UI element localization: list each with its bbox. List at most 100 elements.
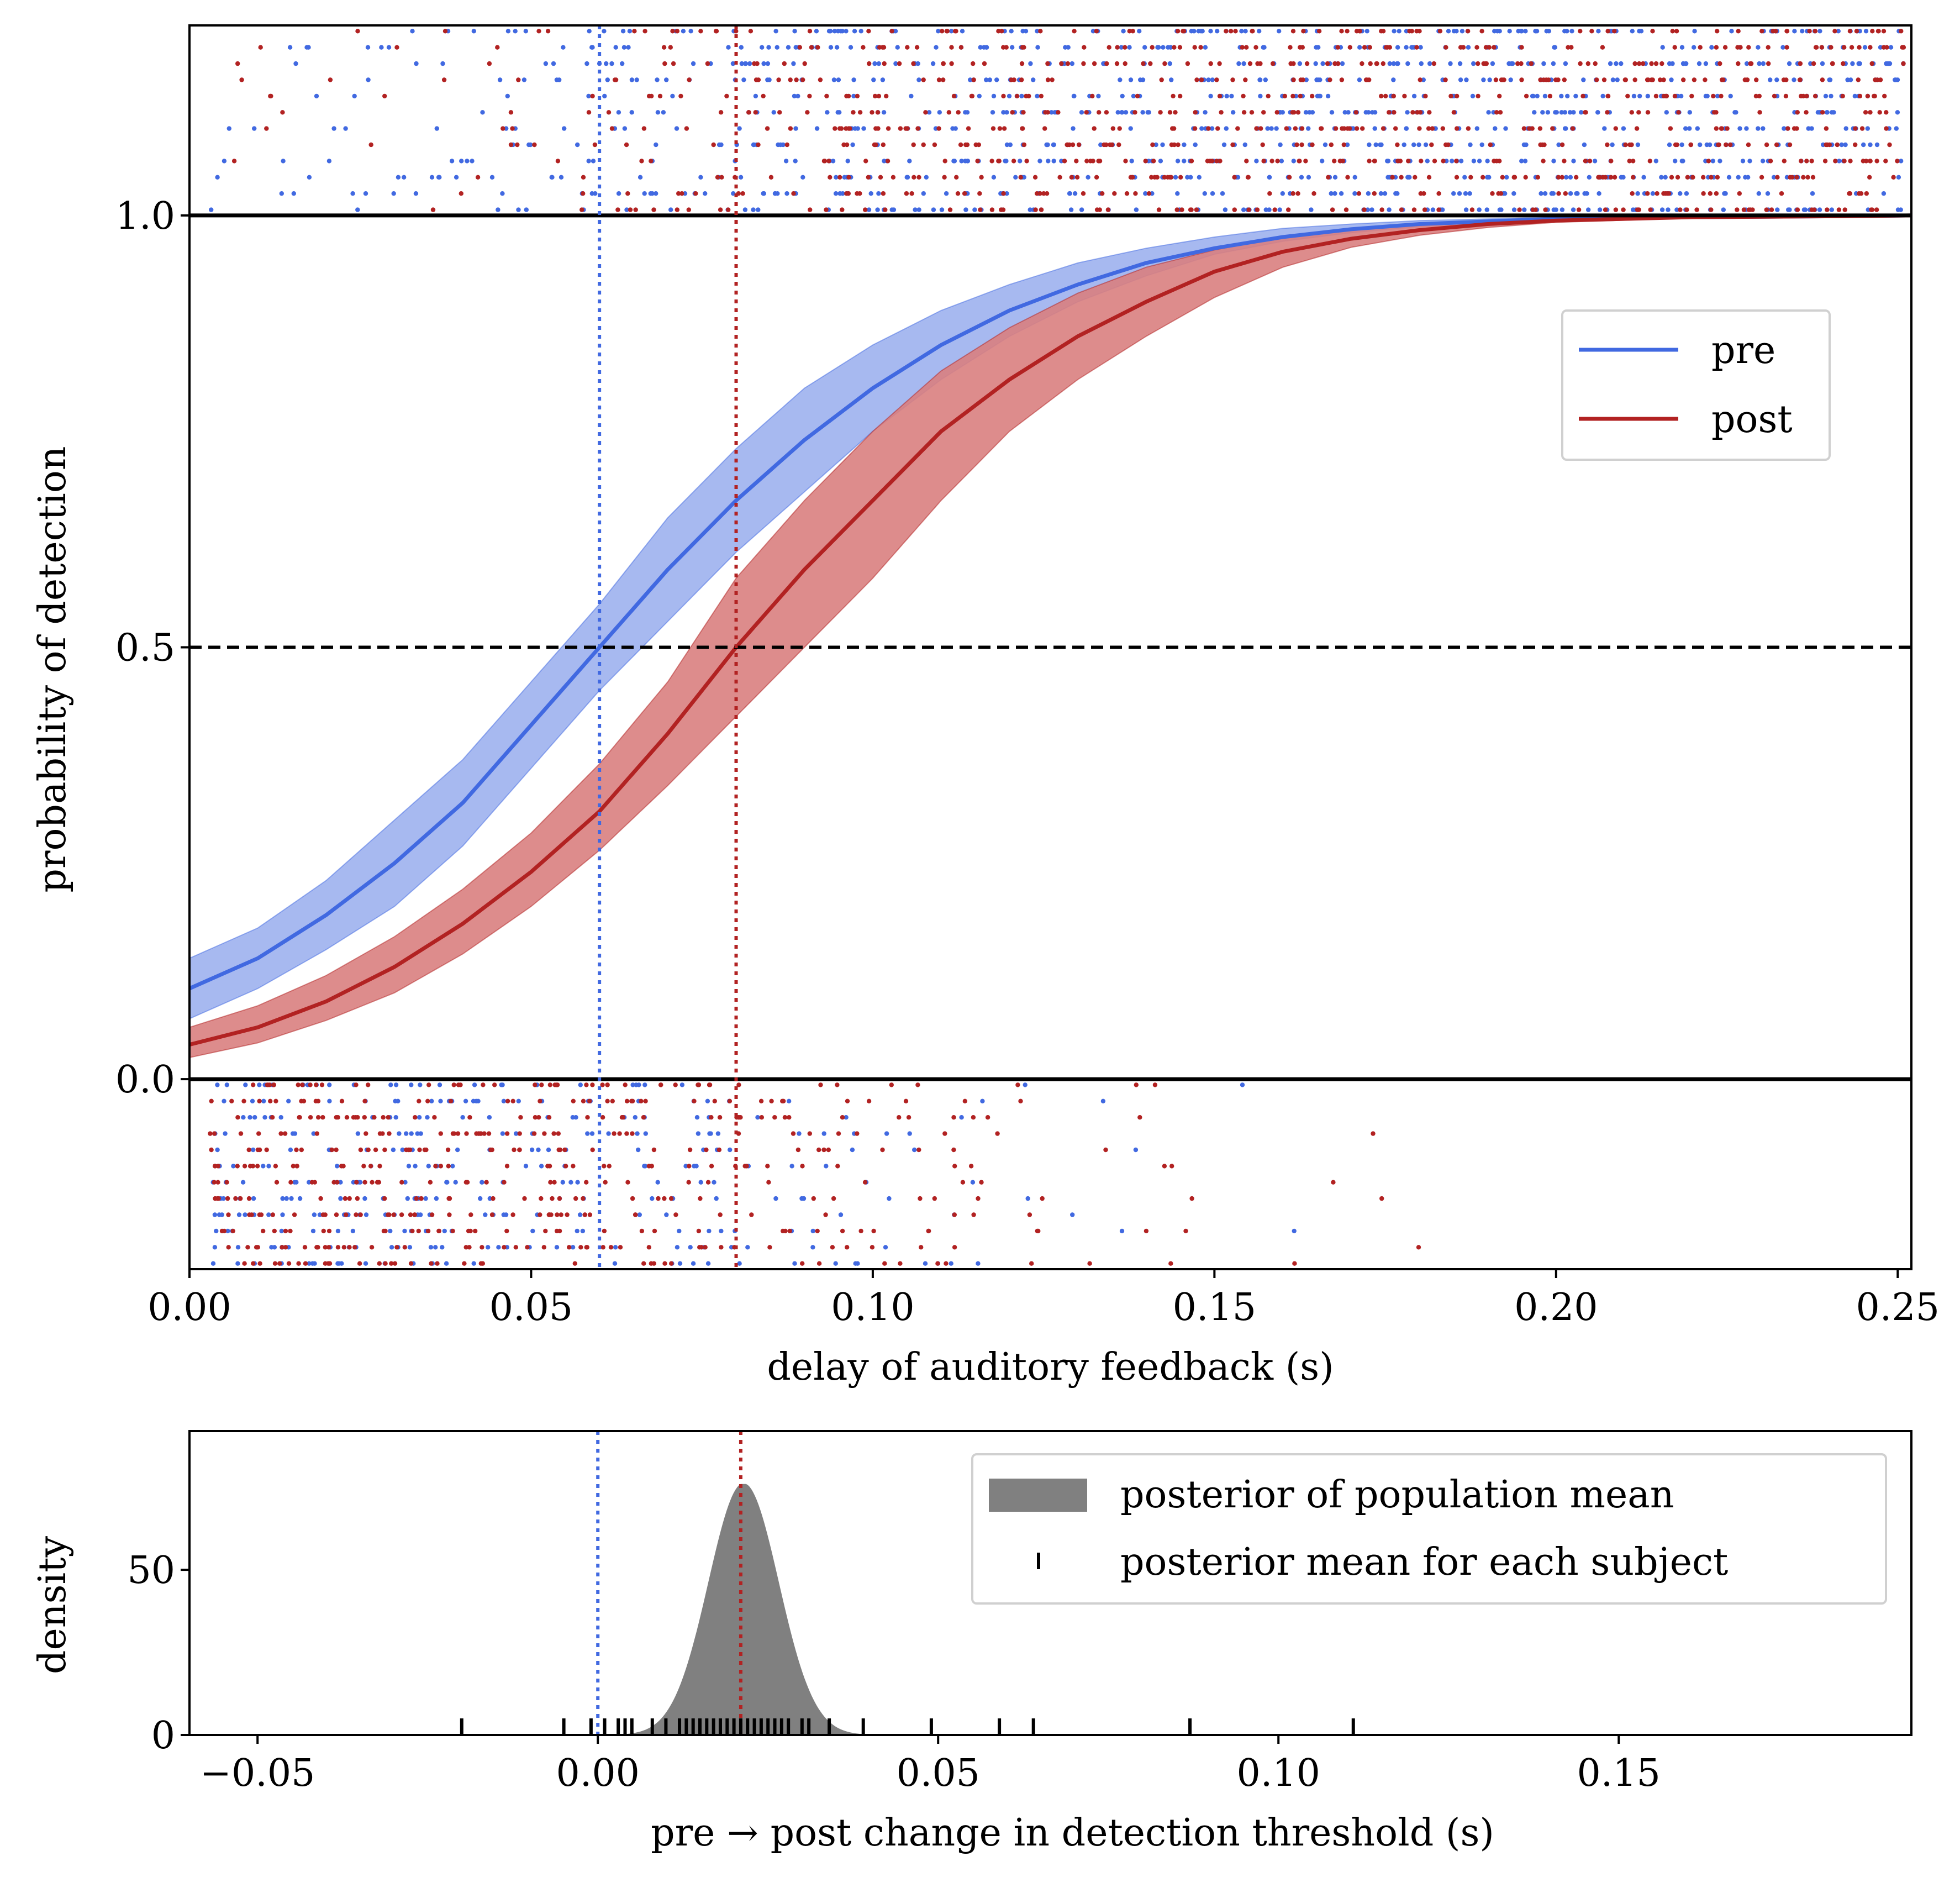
trial-dot-post bbox=[1701, 191, 1706, 196]
trial-dot-pre bbox=[965, 159, 971, 164]
trial-dot-post bbox=[989, 207, 995, 212]
trial-dot-pre bbox=[559, 175, 564, 180]
trial-dot-pre bbox=[1340, 61, 1345, 66]
trial-dot-pre bbox=[1462, 175, 1467, 180]
trial-dot-post bbox=[1759, 29, 1764, 34]
trial-dot-post bbox=[1000, 207, 1006, 212]
trial-dot-post bbox=[1782, 159, 1787, 164]
trial-dot-post bbox=[515, 142, 520, 148]
trial-dot-post bbox=[1566, 45, 1571, 50]
trial-dot-post bbox=[238, 1196, 243, 1201]
trial-dot-post bbox=[1805, 175, 1810, 180]
trial-dot-post bbox=[303, 1261, 308, 1266]
trial-dot-post bbox=[1431, 61, 1436, 66]
trial-dot-post bbox=[547, 1082, 552, 1087]
trial-dot-post bbox=[1736, 29, 1741, 34]
trial-dot-post bbox=[334, 1212, 339, 1217]
trial-dot-post bbox=[940, 29, 945, 34]
trial-dot-pre bbox=[692, 1164, 697, 1169]
trial-dot-post bbox=[839, 126, 844, 131]
trial-dot-post bbox=[1443, 142, 1448, 148]
trial-dot-post bbox=[1174, 207, 1179, 212]
trial-dot-post bbox=[1719, 77, 1725, 82]
trial-dot-post bbox=[697, 1245, 702, 1250]
trial-dot-post bbox=[302, 1245, 308, 1250]
trial-dot-post bbox=[1168, 1261, 1173, 1266]
trial-dot-post bbox=[1230, 142, 1235, 148]
trial-dot-post bbox=[373, 1147, 378, 1153]
trial-dot-pre bbox=[281, 159, 286, 164]
trial-dot-post bbox=[602, 1228, 607, 1234]
trial-dot-post bbox=[866, 175, 871, 180]
trial-dot-post bbox=[639, 159, 644, 164]
trial-dot-post bbox=[766, 1180, 771, 1185]
trial-dot-post bbox=[759, 1115, 765, 1120]
trial-dot-post bbox=[973, 142, 978, 148]
trial-dot-pre bbox=[306, 45, 311, 50]
trial-dot-post bbox=[1524, 93, 1529, 99]
trial-dot-pre bbox=[1760, 159, 1766, 164]
trial-dot-post bbox=[1018, 1098, 1023, 1104]
trial-dot-post bbox=[1787, 142, 1793, 148]
trial-dot-pre bbox=[1203, 110, 1208, 115]
trial-dot-post bbox=[1214, 159, 1219, 164]
trial-dot-pre bbox=[1410, 45, 1415, 50]
trial-dot-post bbox=[480, 1245, 484, 1250]
trial-dot-post bbox=[788, 126, 793, 131]
trial-dot-post bbox=[944, 1261, 949, 1266]
trial-dot-post bbox=[387, 1212, 392, 1217]
trial-dot-post bbox=[1127, 29, 1132, 34]
trial-dot-pre bbox=[1774, 77, 1779, 82]
trial-dot-post bbox=[1426, 175, 1432, 180]
trial-dot-pre bbox=[1638, 29, 1644, 34]
trial-dot-pre bbox=[297, 1196, 303, 1201]
trial-dot-post bbox=[1562, 159, 1567, 164]
trial-dot-pre bbox=[440, 61, 445, 66]
trial-dot-pre bbox=[434, 126, 439, 131]
trial-dot-pre bbox=[784, 191, 789, 196]
trial-dot-post bbox=[1868, 159, 1873, 164]
trial-dot-post bbox=[1746, 45, 1751, 50]
trial-dot-pre bbox=[554, 77, 560, 82]
trial-dot-pre bbox=[409, 1131, 414, 1136]
trial-dot-pre bbox=[677, 1228, 682, 1234]
trial-dot-post bbox=[429, 1261, 434, 1266]
trial-dot-post bbox=[1809, 159, 1814, 164]
trial-dot-pre bbox=[338, 1180, 343, 1185]
trial-dot-post bbox=[362, 1180, 367, 1185]
trial-dot-pre bbox=[1451, 191, 1456, 196]
trial-dot-post bbox=[1387, 110, 1392, 115]
trial-dot-pre bbox=[1100, 1098, 1106, 1104]
trial-dot-pre bbox=[984, 45, 989, 50]
trial-dot-pre bbox=[562, 126, 567, 131]
trial-dot-post bbox=[347, 1245, 352, 1250]
trial-dot-pre bbox=[1008, 142, 1013, 148]
trial-dot-post bbox=[308, 1115, 313, 1120]
trial-dot-pre bbox=[1848, 77, 1853, 82]
trial-dot-pre bbox=[1028, 61, 1033, 66]
trial-dot-pre bbox=[1540, 110, 1545, 115]
trial-dot-post bbox=[1217, 93, 1223, 99]
trial-dot-pre bbox=[226, 126, 231, 131]
trial-dot-pre bbox=[1192, 29, 1197, 34]
trial-dot-pre bbox=[1142, 45, 1147, 50]
trial-dot-post bbox=[1162, 61, 1167, 66]
trial-dot-pre bbox=[1532, 110, 1537, 115]
trial-dot-post bbox=[668, 45, 673, 50]
trial-dot-pre bbox=[838, 1212, 844, 1217]
trial-dot-pre bbox=[1199, 126, 1204, 131]
trial-dot-pre bbox=[1552, 45, 1558, 50]
trial-dot-pre bbox=[1595, 110, 1600, 115]
trial-dot-post bbox=[1563, 191, 1568, 196]
trial-dot-pre bbox=[1584, 191, 1589, 196]
trial-dot-pre bbox=[1664, 110, 1669, 115]
trial-dot-pre bbox=[1565, 93, 1570, 99]
trial-dot-post bbox=[630, 1098, 635, 1104]
trial-dot-post bbox=[1701, 175, 1706, 180]
trial-dot-pre bbox=[1597, 191, 1601, 196]
trial-dot-pre bbox=[1423, 142, 1429, 148]
trial-dot-pre bbox=[861, 126, 866, 131]
trial-dot-post bbox=[1537, 126, 1543, 131]
trial-dot-post bbox=[846, 175, 851, 180]
trial-dot-post bbox=[736, 1082, 741, 1087]
